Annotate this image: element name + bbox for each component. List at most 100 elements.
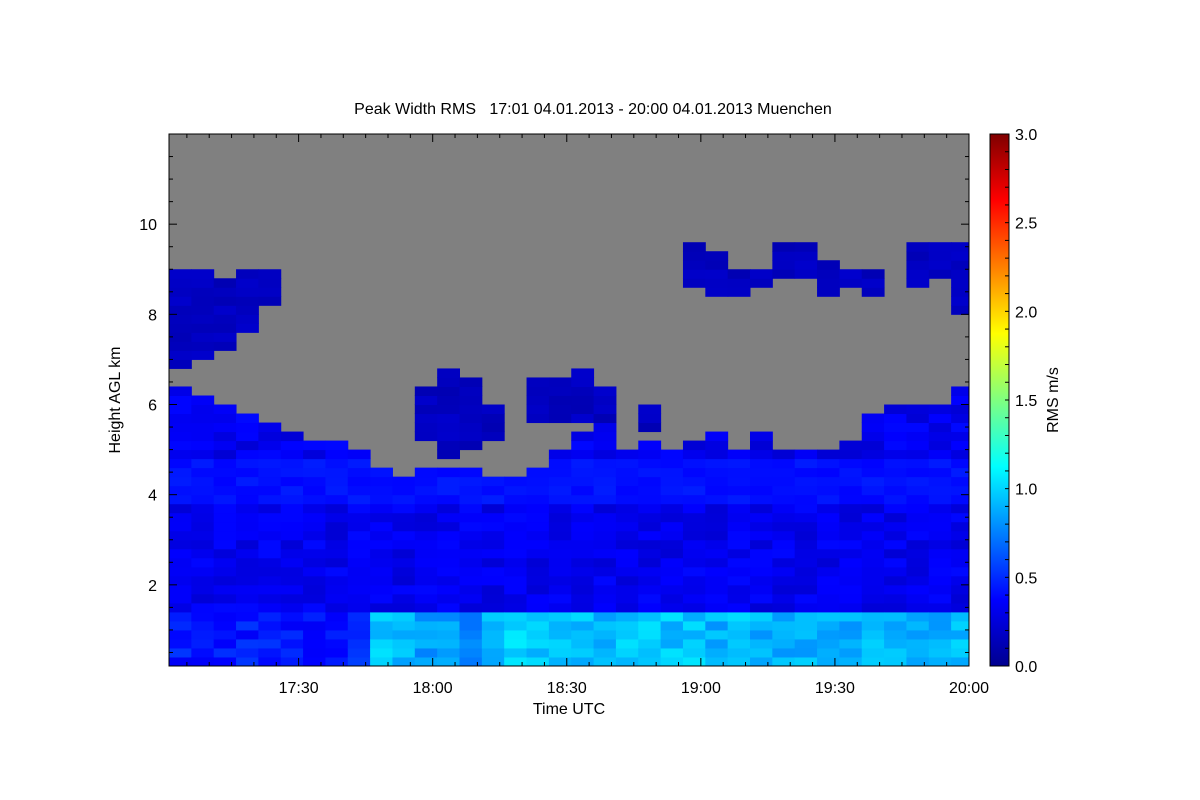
heatmap-cell <box>236 566 259 577</box>
heatmap-cell <box>504 593 528 604</box>
heatmap-cell <box>660 620 684 631</box>
heatmap-cell <box>347 458 371 469</box>
heatmap-cell <box>392 512 416 523</box>
heatmap-cell <box>906 647 930 658</box>
heatmap-cell <box>839 467 863 478</box>
heatmap-cell <box>727 269 751 279</box>
heatmap-cell <box>727 530 751 541</box>
heatmap-cell <box>794 575 818 586</box>
heatmap-cell <box>861 431 885 442</box>
heatmap-cell <box>191 458 215 469</box>
heatmap-cell <box>861 287 885 297</box>
heatmap-cell <box>571 566 595 577</box>
heatmap-cell <box>772 602 796 613</box>
heatmap-cell <box>951 413 970 424</box>
heatmap-cell <box>213 305 237 315</box>
heatmap-cell <box>213 656 237 667</box>
heatmap-cell <box>191 539 215 550</box>
heatmap-cell <box>615 512 639 523</box>
heatmap-cell <box>750 485 773 496</box>
heatmap-cell <box>236 269 259 279</box>
heatmap-cell <box>191 323 215 333</box>
heatmap-cell <box>370 530 393 541</box>
heatmap-cell <box>906 512 930 523</box>
heatmap-cell <box>258 503 282 514</box>
heatmap-cell <box>772 512 796 523</box>
heatmap-cell <box>169 512 192 523</box>
heatmap-cell <box>392 620 416 631</box>
heatmap-cell <box>213 476 237 487</box>
heatmap-cell <box>414 557 438 568</box>
heatmap-cell <box>191 287 215 297</box>
heatmap-cell <box>884 467 907 478</box>
heatmap-cell <box>884 557 907 568</box>
heatmap-cell <box>951 395 970 406</box>
heatmap-cell <box>817 521 840 532</box>
heatmap-cell <box>705 494 729 505</box>
heatmap-cell <box>906 251 930 261</box>
heatmap-cell <box>906 638 930 649</box>
heatmap-cell <box>928 494 952 505</box>
heatmap-cell <box>682 629 706 640</box>
heatmap-cell <box>392 647 416 658</box>
heatmap-cell <box>593 557 617 568</box>
heatmap-cell <box>548 395 572 406</box>
heatmap-cell <box>504 476 528 487</box>
heatmap-cell <box>839 269 863 279</box>
heatmap-cell <box>414 494 438 505</box>
heatmap-cell <box>526 557 550 568</box>
heatmap-cell <box>213 458 237 469</box>
heatmap-cell <box>459 467 483 478</box>
heatmap-cell <box>437 575 461 586</box>
heatmap-cell <box>682 566 706 577</box>
heatmap-cell <box>347 584 371 595</box>
heatmap-cell <box>347 656 371 667</box>
heatmap-cell <box>392 485 416 496</box>
heatmap-cell <box>593 656 617 667</box>
heatmap-cell <box>727 539 751 550</box>
heatmap-cell <box>593 530 617 541</box>
heatmap-cell <box>213 503 237 514</box>
heatmap-cell <box>303 575 326 586</box>
heatmap-cell <box>571 638 595 649</box>
heatmap-cell <box>236 557 259 568</box>
heatmap-cell <box>638 512 662 523</box>
heatmap-cell <box>213 512 237 523</box>
heatmap-cell <box>526 638 550 649</box>
heatmap-cell <box>437 530 461 541</box>
heatmap-cell <box>839 458 863 469</box>
heatmap-cell <box>682 620 706 631</box>
heatmap-cell <box>727 566 751 577</box>
heatmap-cell <box>459 584 483 595</box>
heatmap-cell <box>347 593 371 604</box>
heatmap-cell <box>258 494 282 505</box>
heatmap-cell <box>682 557 706 568</box>
heatmap-cell <box>705 629 729 640</box>
heatmap-cell <box>414 656 438 667</box>
heatmap-cell <box>750 656 773 667</box>
heatmap-cell <box>884 440 907 451</box>
heatmap-cell <box>169 296 192 306</box>
heatmap-cell <box>861 458 885 469</box>
heatmap-cell <box>817 269 840 279</box>
heatmap-cell <box>951 494 970 505</box>
heatmap-cell <box>370 548 393 559</box>
heatmap-cell <box>303 467 326 478</box>
heatmap-cell <box>258 602 282 613</box>
colorbar-tick-label: 1.5 <box>1015 393 1037 410</box>
heatmap-cell <box>951 431 970 442</box>
heatmap-cell <box>772 494 796 505</box>
heatmap-cell <box>236 647 259 658</box>
heatmap-cell <box>459 602 483 613</box>
heatmap-cell <box>906 440 930 451</box>
heatmap-cell <box>437 467 461 478</box>
heatmap-cell <box>951 458 970 469</box>
heatmap-cell <box>839 512 863 523</box>
colorbar-axis: 0.0 0.5 1.0 1.5 2.0 2.5 3.0 <box>1005 127 1037 676</box>
heatmap-cell <box>236 584 259 595</box>
heatmap-cell <box>414 611 438 622</box>
heatmap-cell <box>258 296 282 306</box>
heatmap-cell <box>750 458 773 469</box>
heatmap-cell <box>750 539 773 550</box>
heatmap-cell <box>638 593 662 604</box>
